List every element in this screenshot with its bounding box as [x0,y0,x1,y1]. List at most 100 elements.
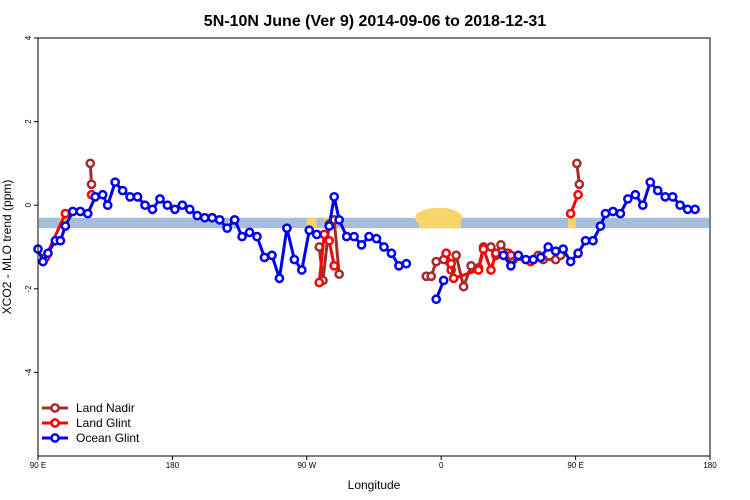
data-point [446,258,457,269]
data-point [43,248,53,259]
data-point [38,256,48,267]
data-point [296,265,307,275]
data-point [573,189,583,200]
data-point [550,246,561,257]
data-point [289,254,300,265]
data-point [448,273,459,284]
data-point [222,223,233,234]
y-tick-label: 0 [24,202,33,207]
data-point [329,191,340,202]
data-point [426,271,437,282]
data-point [329,260,340,271]
data-point [82,208,93,219]
legend-marker [50,433,60,443]
data-point [60,208,71,219]
data-point [438,275,449,286]
x-tick-label: 90 W [297,461,316,470]
data-point [155,194,165,204]
series-layer [33,158,700,305]
y-tick-label: -2 [24,285,33,293]
data-point [244,227,255,238]
data-point [573,248,583,259]
plot-frame [37,37,711,457]
data-point [506,260,516,271]
data-point [682,204,693,215]
data-point [431,294,442,305]
data-point [667,191,678,202]
data-point [140,200,150,211]
data-point [513,250,524,261]
data-point [401,258,412,269]
x-tick-label: 90 E [30,461,46,470]
data-point [237,231,247,242]
data-point [623,194,633,204]
data-point [386,248,397,259]
data-point [86,179,97,190]
data-point [675,200,685,211]
data-point [558,244,569,254]
data-point [543,242,554,252]
data-point [117,185,128,196]
data-point [259,252,270,263]
data-point [364,231,374,242]
land-bulge [415,207,463,228]
data-point [571,158,582,169]
data-point [110,177,121,188]
data-point [690,204,700,215]
data-point [588,235,598,246]
chart-title: 5N-10N June (Ver 9) 2014-09-06 to 2018-1… [204,13,547,30]
data-point [324,235,335,246]
data-point [274,273,285,284]
y-axis: -4 -2 0 2 4 [24,35,38,376]
data-point [520,254,531,265]
data-point [192,210,203,221]
land-band [568,217,576,229]
data-point [600,208,611,219]
data-point [528,254,539,265]
y-axis-label: XCO2 - MLO trend (ppm) [0,180,14,315]
data-point [85,158,96,169]
data-point [177,200,188,211]
series-line [36,179,318,279]
data-point [102,200,113,211]
legend-label: Ocean Glint [76,431,140,445]
x-tick-label: 180 [166,461,180,470]
data-point [630,189,641,200]
data-point [645,177,656,188]
series-land-glint [40,189,583,288]
land-band [306,217,317,229]
data-point [565,208,576,219]
data-point [565,256,576,267]
data-point [349,231,359,242]
x-tick-label: 180 [703,461,717,470]
ocean-band [39,217,709,229]
data-point [97,189,108,200]
legend-label: Land Nadir [76,401,135,415]
y-tick-label: 4 [24,35,33,40]
data-point [334,269,345,280]
data-point [356,240,367,250]
data-point [282,223,292,234]
data-point [466,260,476,271]
y-tick-label: -4 [24,368,33,376]
data-point [147,204,158,215]
data-point [314,277,325,288]
x-axis-label: Longitude [348,478,401,492]
data-point [304,225,315,236]
data-point [496,240,506,250]
data-point [652,185,663,196]
data-point [478,244,489,254]
x-axis: 90 E 180 90 W 0 90 E 180 [30,456,717,470]
data-point [341,231,352,242]
data-point [595,221,606,231]
data-point [132,191,143,202]
data-point [637,200,648,211]
data-point [170,204,180,215]
data-point [431,256,442,267]
data-point [491,248,501,259]
legend-label: Land Glint [76,416,131,430]
data-point [451,250,461,261]
x-tick-label: 0 [439,461,444,470]
